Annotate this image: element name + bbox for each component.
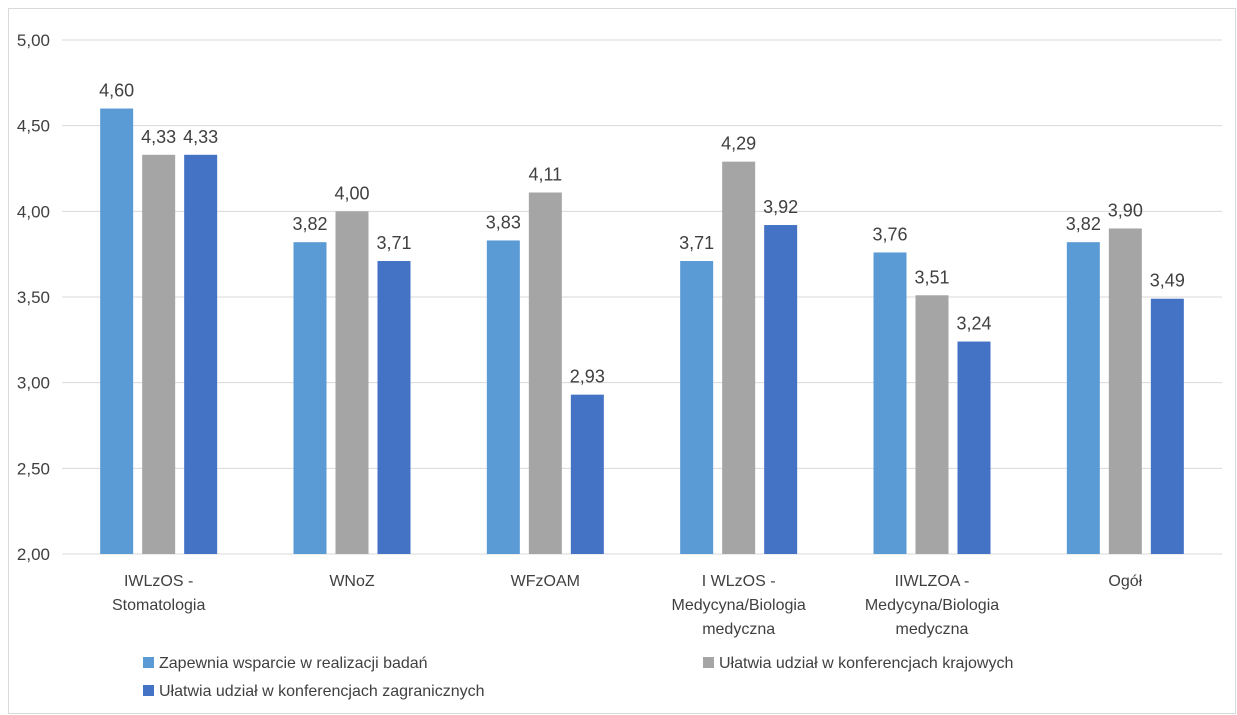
- bar: [915, 295, 949, 554]
- bar: [764, 225, 798, 555]
- data-label: 3,90: [1108, 200, 1143, 220]
- bar: [1150, 298, 1184, 554]
- data-label: 3,51: [914, 267, 949, 287]
- x-tick-label: Medycyna/Biologia: [865, 597, 999, 614]
- bar: [873, 252, 907, 554]
- y-tick-label: 2,00: [17, 545, 50, 564]
- data-label: 3,71: [376, 233, 411, 253]
- bar: [1066, 242, 1100, 554]
- data-label: 3,83: [486, 212, 521, 232]
- x-tick-label: Ogół: [1108, 573, 1142, 590]
- x-tick-label: Medycyna/Biologia: [672, 597, 806, 614]
- data-label: 2,93: [570, 367, 605, 387]
- data-label: 3,24: [956, 314, 991, 334]
- x-tick-label: medyczna: [896, 621, 969, 638]
- data-label: 3,82: [292, 214, 327, 234]
- legend-label: Ułatwia udział w konferencjach krajowych: [719, 655, 1013, 672]
- data-label: 4,00: [334, 183, 369, 203]
- x-tick-label: IWLzOS -: [124, 573, 193, 590]
- bar: [722, 161, 756, 554]
- y-tick-label: 4,50: [17, 117, 50, 136]
- x-tick-label: I WLzOS -: [702, 573, 776, 590]
- x-tick-label: Stomatologia: [112, 597, 205, 614]
- x-tick-label: WFzOAM: [511, 573, 580, 590]
- legend-swatch: [703, 657, 714, 668]
- bar: [1108, 228, 1142, 554]
- data-label: 4,29: [721, 134, 756, 154]
- bar: [486, 240, 520, 554]
- bar: [680, 261, 714, 554]
- data-label: 3,71: [679, 233, 714, 253]
- y-tick-label: 3,00: [17, 374, 50, 393]
- x-tick-label: WNoZ: [329, 573, 375, 590]
- data-label: 3,82: [1066, 214, 1101, 234]
- data-label: 4,33: [183, 127, 218, 147]
- y-tick-label: 2,50: [17, 459, 50, 478]
- bar: [293, 242, 327, 554]
- legend-label: Zapewnia wsparcie w realizacji badań: [159, 655, 428, 672]
- y-tick-label: 3,50: [17, 288, 50, 307]
- data-label: 4,60: [99, 81, 134, 101]
- bar: [142, 154, 176, 554]
- x-tick-label: IIWLZOA -: [895, 573, 970, 590]
- y-tick-label: 5,00: [17, 31, 50, 50]
- data-label: 3,76: [872, 224, 907, 244]
- legend-swatch: [143, 685, 154, 696]
- legend-swatch: [143, 657, 154, 668]
- data-label: 3,49: [1150, 271, 1185, 291]
- bar: [377, 261, 411, 554]
- data-label: 4,11: [528, 164, 562, 184]
- bar: [184, 154, 218, 554]
- bar: [335, 211, 369, 555]
- data-label: 3,92: [763, 197, 798, 217]
- bar: [957, 341, 991, 554]
- bar: [100, 108, 134, 555]
- bar: [570, 394, 604, 554]
- y-tick-label: 4,00: [17, 202, 50, 221]
- bar: [528, 192, 562, 554]
- legend-label: Ułatwia udział w konferencjach zagranicz…: [159, 683, 485, 700]
- x-tick-label: medyczna: [702, 621, 775, 638]
- data-label: 4,33: [141, 127, 176, 147]
